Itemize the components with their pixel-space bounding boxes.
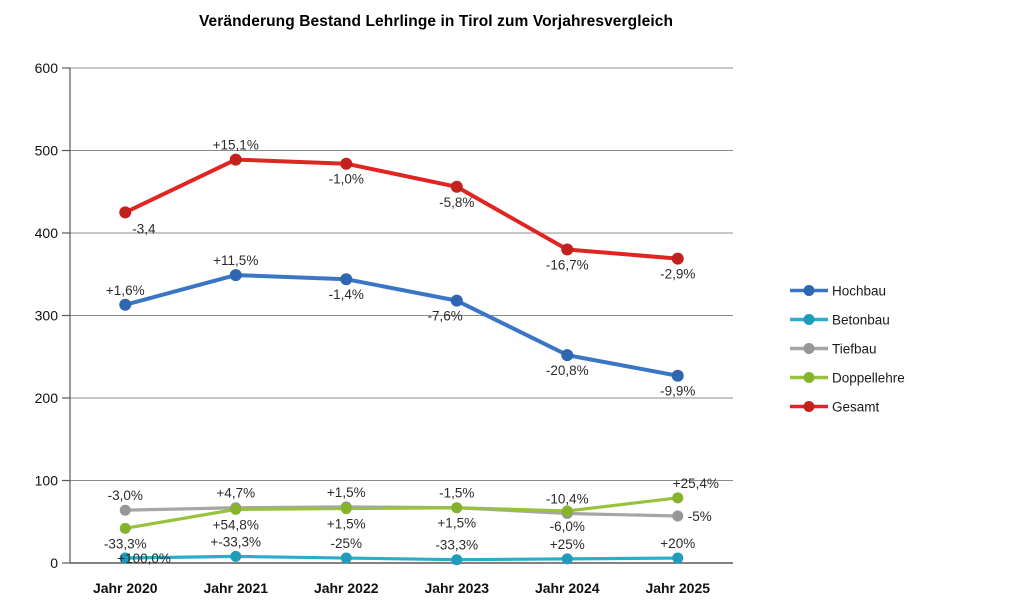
- x-tick-label: Jahr 2020: [93, 580, 158, 596]
- data-label: -2,9%: [660, 267, 695, 282]
- series-betonbau: [119, 550, 684, 566]
- legend-item-tiefbau: Tiefbau: [790, 342, 877, 357]
- data-point: [119, 504, 131, 516]
- legend-item-doppellehre: Doppellehre: [790, 371, 905, 386]
- legend-item-hochbau: Hochbau: [790, 284, 886, 299]
- data-point: [229, 153, 242, 166]
- legend-marker: [803, 401, 815, 412]
- data-point: [561, 505, 573, 517]
- series-line: [123, 554, 680, 562]
- data-point: [561, 243, 574, 256]
- data-label: +1,6%: [106, 283, 145, 298]
- x-tick-label: Jahr 2021: [203, 580, 268, 596]
- data-point: [561, 553, 573, 565]
- data-point: [451, 502, 463, 514]
- x-tick-label: Jahr 2025: [645, 580, 710, 596]
- data-label: +15,1%: [213, 138, 259, 153]
- legend-marker: [803, 285, 815, 296]
- y-tick-label: 0: [50, 555, 58, 571]
- series-line: [123, 157, 680, 261]
- data-label: +4,7%: [216, 486, 255, 501]
- data-label: +1,5%: [327, 485, 366, 500]
- data-label: +-33,3%: [210, 534, 261, 549]
- legend-label: Gesamt: [832, 400, 880, 415]
- data-label: -33,3%: [435, 538, 478, 553]
- data-point: [672, 552, 684, 564]
- data-point: [230, 503, 242, 515]
- data-point: [561, 349, 574, 362]
- data-label: -7,6%: [427, 309, 462, 324]
- legend-marker: [803, 314, 815, 325]
- data-point: [451, 554, 463, 566]
- data-label: +1,5%: [437, 516, 476, 531]
- y-tick-label: 300: [35, 308, 59, 324]
- y-tick-label: 400: [35, 225, 59, 241]
- series-gesamt: [119, 153, 684, 265]
- data-label: -25%: [330, 536, 362, 551]
- series-hochbau: [119, 269, 684, 382]
- y-tick-label: 200: [35, 390, 59, 406]
- data-point: [229, 269, 242, 282]
- x-tick-label: Jahr 2023: [424, 580, 489, 596]
- data-label: -9,9%: [660, 384, 695, 399]
- data-label: -3,0%: [108, 488, 143, 503]
- data-point: [340, 273, 353, 286]
- data-label: +25%: [550, 537, 585, 552]
- data-point: [671, 369, 684, 382]
- data-point: [450, 180, 463, 193]
- series-doppellehre: [119, 492, 684, 534]
- data-label: -1,4%: [329, 287, 364, 302]
- chart-title: Veränderung Bestand Lehrlinge in Tirol z…: [198, 13, 674, 30]
- data-label: +11,5%: [213, 253, 258, 268]
- chart-legend: Hochbau Betonbau Tiefbau Doppellehre Gesamt: [790, 284, 905, 415]
- data-point: [119, 522, 131, 534]
- legend-marker: [803, 372, 815, 383]
- data-point: [119, 298, 132, 311]
- legend-label: Hochbau: [832, 284, 886, 299]
- data-label: +20%: [660, 536, 695, 551]
- legend-item-betonbau: Betonbau: [790, 313, 890, 328]
- y-tick-label: 500: [35, 143, 59, 159]
- data-label: -6,0%: [550, 519, 585, 534]
- data-label: -10,4%: [546, 492, 589, 507]
- data-label: -16,7%: [546, 258, 589, 273]
- data-label: -5,8%: [439, 195, 474, 210]
- data-point: [450, 294, 463, 307]
- series-line: [123, 273, 680, 378]
- data-label: -3,4: [132, 221, 156, 236]
- data-label: -1,5%: [439, 486, 474, 501]
- legend-label: Betonbau: [832, 313, 890, 328]
- legend-label: Tiefbau: [832, 342, 877, 357]
- legend-item-gesamt: Gesamt: [790, 400, 880, 415]
- data-label: -20,8%: [546, 363, 589, 378]
- data-point: [340, 503, 352, 515]
- data-point: [230, 550, 242, 562]
- data-point: [671, 252, 684, 265]
- legend-label: Doppellehre: [832, 371, 905, 386]
- data-label: +1,5%: [327, 517, 366, 532]
- x-tick-label: Jahr 2024: [535, 580, 600, 596]
- legend-marker: [803, 343, 815, 354]
- series-line: [123, 496, 680, 530]
- y-tick-label: 600: [35, 60, 59, 76]
- data-point: [672, 492, 684, 504]
- series-tiefbau: [119, 501, 684, 522]
- data-label: -33,3%: [104, 536, 147, 551]
- data-point: [672, 510, 684, 522]
- data-label: +25,4%: [673, 476, 719, 491]
- gridlines: [62, 67, 733, 564]
- data-label: +54,8%: [213, 517, 259, 532]
- data-point: [119, 552, 131, 564]
- data-label: -1,0%: [329, 172, 364, 187]
- data-point: [340, 157, 353, 170]
- x-tick-label: Jahr 2022: [314, 580, 379, 596]
- y-tick-label: 100: [35, 473, 59, 489]
- data-label: -5%: [688, 509, 712, 524]
- data-point: [340, 552, 352, 564]
- data-label: +100,0%: [117, 551, 171, 566]
- data-point: [119, 206, 132, 219]
